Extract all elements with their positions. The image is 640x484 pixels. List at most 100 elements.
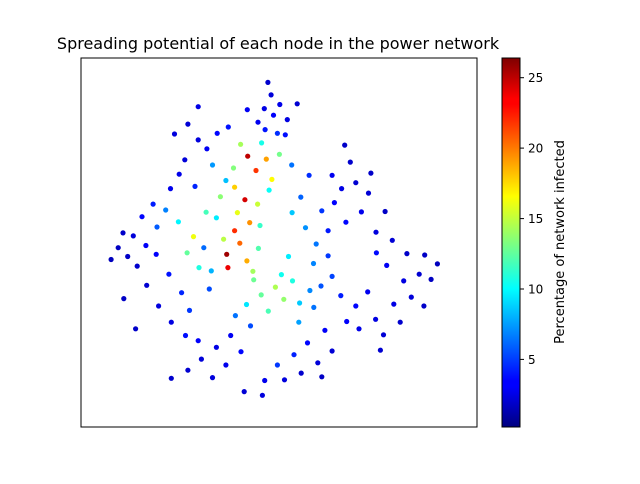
scatter-point [221,236,227,242]
scatter-point [265,79,271,85]
colorbar-gradient [501,57,521,428]
scatter-point [198,356,204,362]
scatter-point [150,201,156,207]
scatter-point [190,234,197,240]
scatter-point [255,119,261,125]
scatter-point [262,377,268,384]
scatter-point [319,374,325,380]
scatter-point [192,183,198,189]
scatter-point [285,253,292,260]
scatter-point [428,276,434,282]
scatter-point [358,209,364,215]
scatter-point [284,117,290,123]
scatter-point [325,228,331,234]
scatter-point [289,162,295,168]
scatter-point [344,318,350,325]
scatter-point [319,208,325,214]
scatter-point [195,104,201,110]
chart-title: Spreading potential of each node in the … [57,34,500,53]
scatter-point [266,187,272,193]
scatter-point [121,296,127,302]
scatter-point [356,326,362,332]
scatter-point [168,319,174,325]
scatter-point [245,153,251,159]
colorbar-tick-label: 25 [528,71,543,85]
scatter-point [270,112,277,118]
scatter-point [195,338,201,344]
scatter-point [261,106,267,112]
scatter-point [401,278,407,284]
scatter-point [223,362,229,368]
scatter-point [206,286,212,292]
scatter-point [244,258,250,264]
scatter-point [277,101,283,108]
scatter-point [377,347,383,353]
scatter-point [258,292,264,298]
scatter-point [108,256,114,263]
scatter-point [139,214,145,220]
scatter-point [263,156,269,162]
scatter-point [209,375,216,381]
scatter-point [325,253,331,259]
colorbar-tick-label: 20 [528,142,543,156]
scatter-point [133,326,139,332]
scatter-point [168,375,174,381]
scatter-point [232,184,238,190]
scatter-point [204,146,210,152]
scatter-point [244,107,250,113]
scatter-point [373,316,379,322]
scatter-point [234,210,240,216]
scatter-point [120,230,126,236]
scatter-point [397,319,403,325]
scatter-point [238,349,244,355]
scatter-point [242,197,248,203]
scatter-point [391,301,397,307]
scatter-point [255,245,261,251]
scatter-point [298,194,304,200]
scatter-point [182,332,189,339]
scatter-point [115,245,121,251]
scatter-point [179,290,185,296]
scatter-point [274,130,280,136]
scatter-point [201,245,207,251]
scatter-point [329,172,335,178]
scatter-point [225,265,231,271]
scatter-point [255,201,261,207]
scatter-point [329,273,335,279]
scatter-point [278,272,284,278]
scatter-point [232,228,238,234]
scatter-point [339,186,345,192]
scatter-point [143,242,149,249]
scatter-point [186,307,193,313]
scatter-point [262,127,268,133]
scatter-point [302,225,309,231]
scatter-point [404,251,410,257]
scatter-point [291,352,297,358]
scatter-point [274,362,280,368]
scatter-point [296,319,302,325]
scatter-point [322,327,328,333]
scatter-point [365,190,372,196]
scatter-point [313,241,319,247]
scatter-point [154,224,160,230]
scatter-point [331,200,337,206]
scatter-point [241,389,247,395]
scatter-point [130,233,136,239]
scatter-point [259,140,265,146]
scatter-point [166,271,172,277]
scatter-point [311,304,317,310]
scatter-point [269,176,275,182]
axes-frame [80,57,478,428]
scatter-point [163,207,169,213]
scatter-point [253,167,259,174]
scatter-point [318,283,324,289]
scatter-point [251,277,257,283]
scatter-points [108,79,440,398]
scatter-point [156,303,162,309]
scatter-point [213,344,219,350]
scatter-point [171,131,178,137]
plot-area [80,57,478,428]
scatter-point [281,296,287,302]
scatter-point [384,262,390,268]
